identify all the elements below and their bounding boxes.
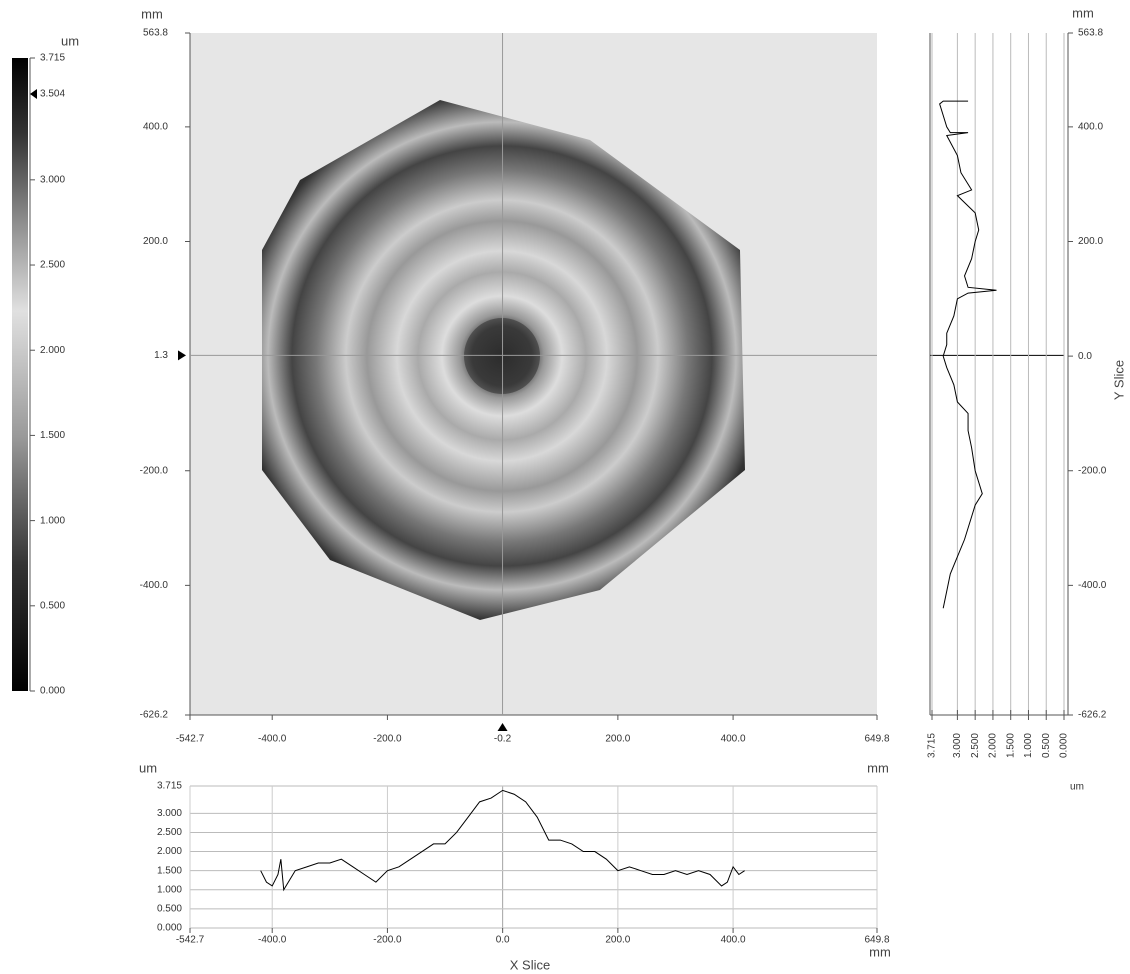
y-tick-label: 1.000 — [157, 884, 182, 895]
page: um 0.000 0.500 1.000 1.500 2.000 2.500 3.000 3.7… — [0, 0, 1130, 974]
tick-label: 0.000 — [40, 686, 65, 697]
x-tick-label: 1.000 — [1023, 733, 1034, 758]
x-tick-label: 400.0 — [721, 734, 746, 745]
x-tick-label: -542.7 — [176, 935, 205, 946]
unit-label: mm — [869, 944, 891, 959]
unit-label: um — [61, 33, 79, 48]
x-tick-label: 649.8 — [864, 734, 889, 745]
unit-label: mm — [867, 760, 889, 775]
tick-label: 1.000 — [40, 515, 65, 526]
y-tick-label: 0.500 — [157, 904, 182, 915]
cursor-y-label: 1.3 — [154, 350, 168, 361]
tick-label: 2.000 — [40, 345, 65, 356]
x-tick-label: 2.000 — [988, 733, 999, 758]
y-tick-label: 3.715 — [157, 781, 182, 792]
y-tick-label: -400.0 — [140, 580, 169, 591]
level-marker — [30, 89, 37, 99]
y-tick-label: 3.000 — [157, 808, 182, 819]
y-tick-label: 0.000 — [157, 923, 182, 934]
unit-label: um — [1070, 782, 1084, 793]
x-tick-label: 3.000 — [952, 733, 963, 758]
cursor-x-label: -0.2 — [494, 734, 512, 745]
y-tick-label: 2.500 — [157, 827, 182, 838]
x-tick-label: 3.715 — [927, 733, 938, 758]
x-tick-label: -200.0 — [373, 734, 402, 745]
cursor-marker — [178, 350, 186, 360]
x-tick-label: 400.0 — [721, 935, 746, 946]
tick-label: 2.500 — [40, 260, 65, 271]
y-tick-label: -626.2 — [140, 710, 169, 721]
tick-label: 1.500 — [40, 430, 65, 441]
screen: um 0.000 0.500 1.000 1.500 2.000 2.500 3.000 3.7… — [0, 0, 1130, 974]
x-tick-label: 1.500 — [1005, 733, 1016, 758]
unit-label: mm — [141, 6, 163, 21]
x-tick-label: 2.500 — [970, 733, 981, 758]
y-tick-label: 400.0 — [1078, 122, 1103, 133]
tick-label: 3.715 — [40, 53, 65, 64]
y-tick-label: 200.0 — [143, 236, 168, 247]
x-tick-label: 0.500 — [1041, 733, 1052, 758]
y-tick-label: -200.0 — [1078, 465, 1107, 476]
y-tick-label: -400.0 — [1078, 580, 1107, 591]
x-tick-label: 200.0 — [605, 935, 630, 946]
slice-title: X Slice — [510, 957, 550, 972]
y-tick-label: 2.000 — [157, 846, 182, 857]
y-tick-label: 200.0 — [1078, 236, 1103, 247]
x-tick-label: 0.000 — [1059, 733, 1070, 758]
x-tick-label: 0.0 — [496, 935, 510, 946]
y-tick-label: 563.8 — [1078, 28, 1103, 39]
slice-title: Y Slice — [1111, 360, 1126, 400]
unit-label: mm — [1072, 5, 1094, 20]
x-tick-label: -200.0 — [373, 935, 402, 946]
x-tick-label: -542.7 — [176, 734, 205, 745]
x-tick-label: -400.0 — [258, 734, 287, 745]
tick-label: 0.500 — [40, 600, 65, 611]
y-tick-label: 563.8 — [143, 28, 168, 39]
y-tick-label: -200.0 — [140, 465, 169, 476]
x-tick-label: -400.0 — [258, 935, 287, 946]
slice-line — [940, 101, 997, 608]
marker-label: 3.504 — [40, 89, 65, 100]
cursor-marker — [498, 723, 508, 731]
colorbar — [12, 58, 28, 691]
y-tick-label: -626.2 — [1078, 710, 1107, 721]
y-tick-label: 400.0 — [143, 122, 168, 133]
unit-label: um — [139, 760, 157, 775]
y-tick-label: 0.0 — [1078, 351, 1092, 362]
y-tick-label: 1.500 — [157, 865, 182, 876]
x-tick-label: 200.0 — [605, 734, 630, 745]
tick-label: 3.000 — [40, 174, 65, 185]
